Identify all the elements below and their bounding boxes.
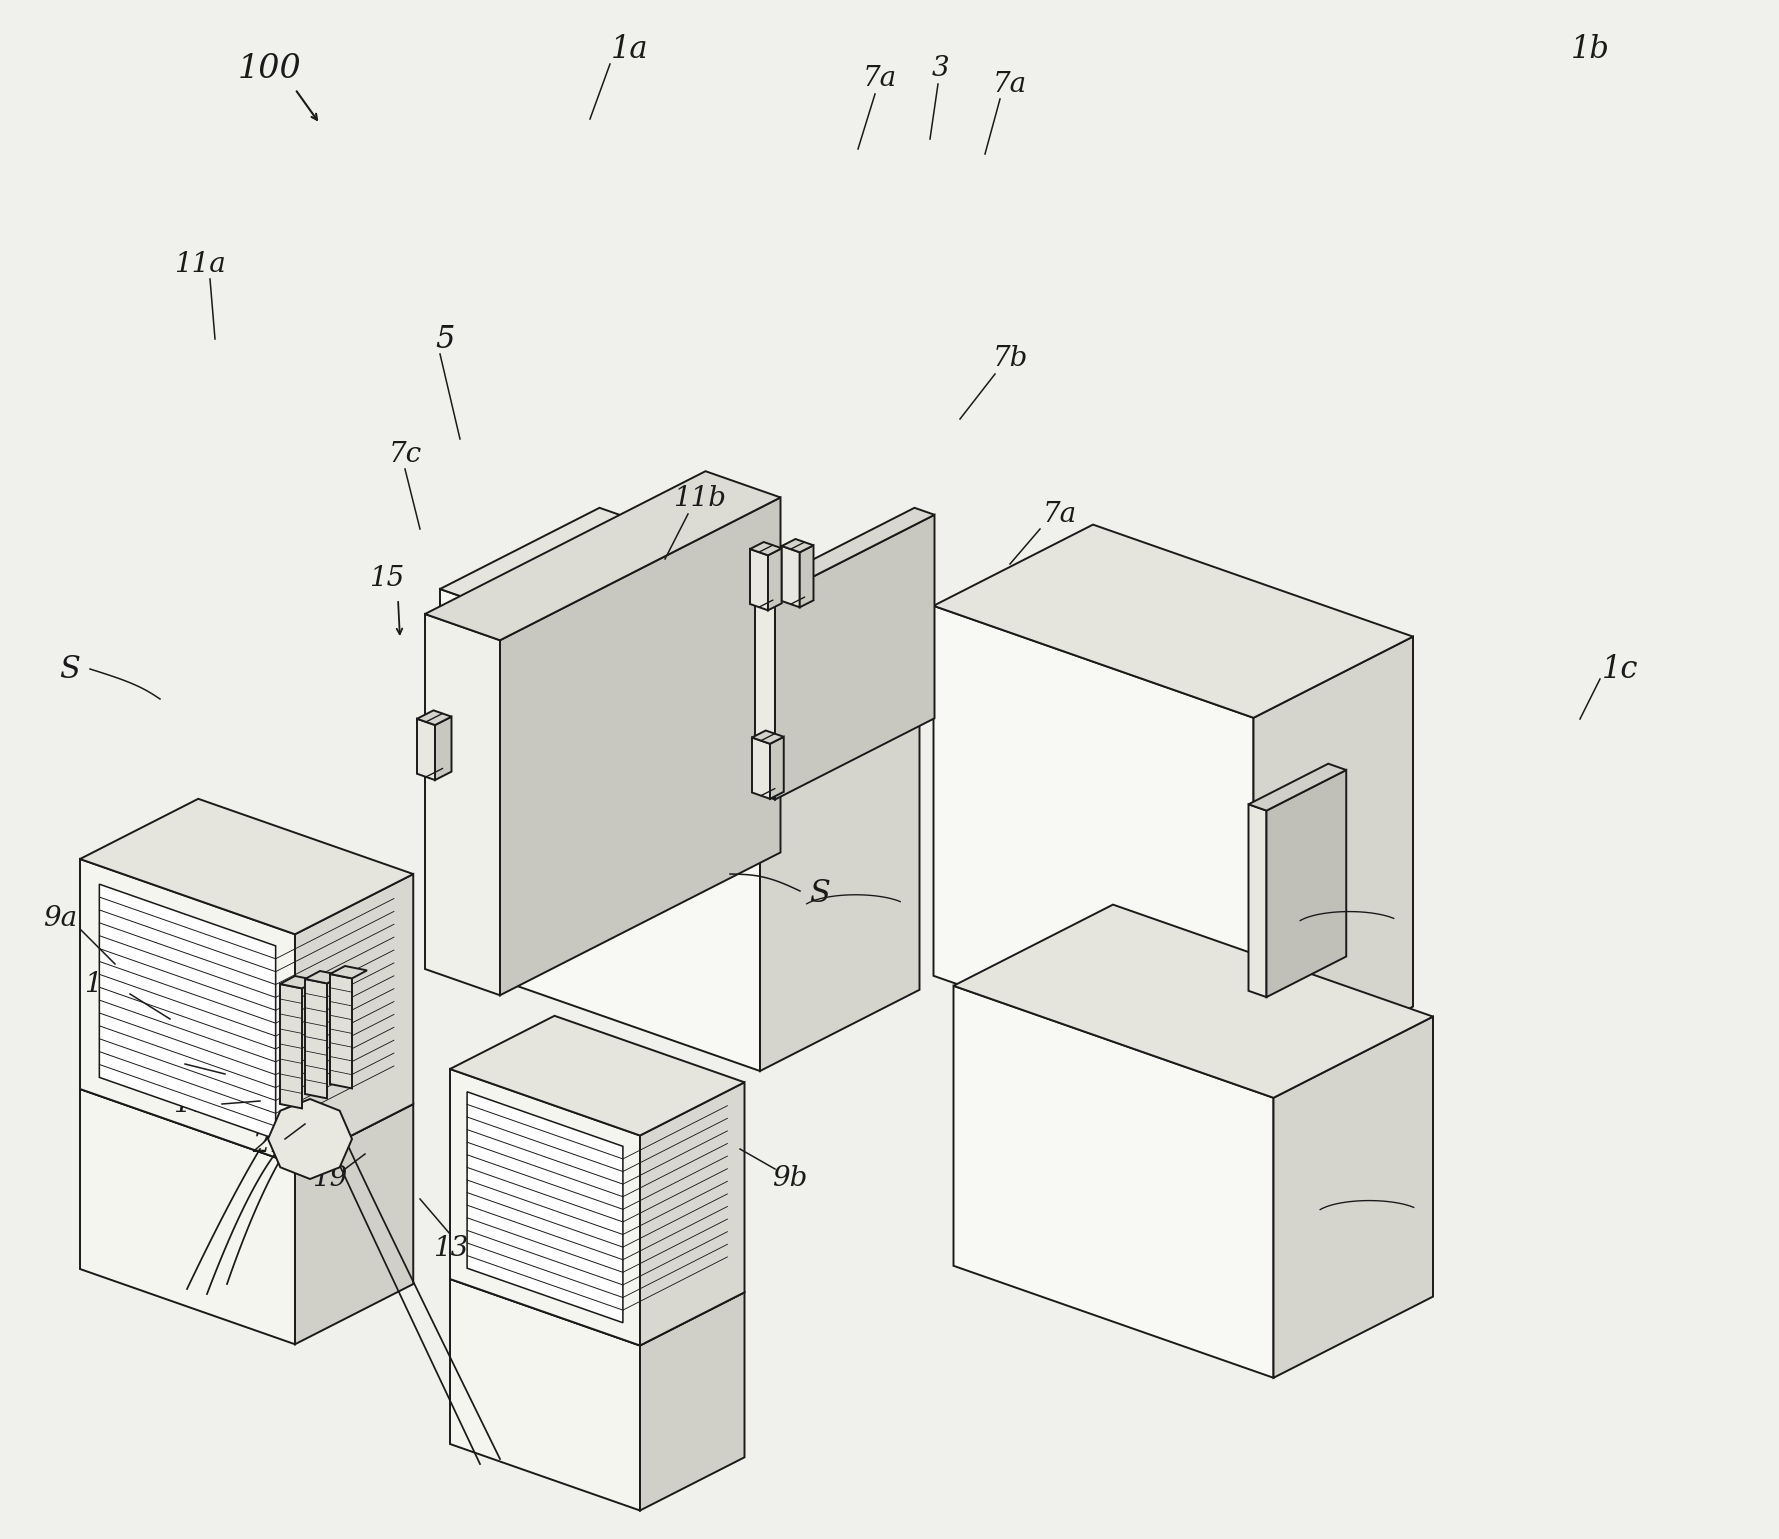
Polygon shape bbox=[1274, 1017, 1434, 1377]
Polygon shape bbox=[500, 497, 781, 996]
Text: 7a: 7a bbox=[1042, 500, 1076, 528]
Polygon shape bbox=[279, 976, 317, 988]
Polygon shape bbox=[416, 719, 436, 780]
Polygon shape bbox=[304, 979, 327, 1099]
Polygon shape bbox=[100, 885, 276, 1139]
Text: 9a: 9a bbox=[43, 905, 76, 933]
Text: 9b: 9b bbox=[772, 1165, 808, 1193]
Polygon shape bbox=[468, 1091, 623, 1322]
Text: 15: 15 bbox=[370, 565, 404, 593]
Polygon shape bbox=[954, 905, 1434, 1097]
Polygon shape bbox=[1249, 805, 1267, 997]
Polygon shape bbox=[329, 974, 352, 1088]
Polygon shape bbox=[450, 1225, 744, 1345]
Polygon shape bbox=[269, 1099, 352, 1179]
Text: 17a: 17a bbox=[139, 1045, 190, 1073]
Text: 3: 3 bbox=[930, 55, 948, 83]
Polygon shape bbox=[640, 1082, 744, 1345]
Polygon shape bbox=[751, 542, 781, 556]
Text: 1a: 1a bbox=[612, 34, 649, 65]
Text: 7c: 7c bbox=[388, 440, 422, 468]
Polygon shape bbox=[954, 986, 1274, 1377]
Polygon shape bbox=[416, 711, 452, 725]
Polygon shape bbox=[776, 516, 934, 799]
Polygon shape bbox=[304, 971, 342, 983]
Polygon shape bbox=[279, 983, 302, 1108]
Text: S: S bbox=[809, 879, 831, 910]
Polygon shape bbox=[753, 737, 770, 799]
Polygon shape bbox=[1249, 763, 1347, 811]
Polygon shape bbox=[640, 1293, 744, 1510]
Polygon shape bbox=[295, 874, 413, 1163]
Text: 17b: 17b bbox=[174, 1091, 226, 1117]
Text: 7a: 7a bbox=[993, 71, 1026, 97]
Text: 1c: 1c bbox=[1601, 654, 1638, 685]
Text: 13a: 13a bbox=[84, 971, 135, 997]
Text: 1b: 1b bbox=[1571, 34, 1610, 65]
Polygon shape bbox=[329, 966, 366, 979]
Polygon shape bbox=[754, 589, 776, 799]
Text: 100: 100 bbox=[238, 52, 302, 85]
Polygon shape bbox=[760, 620, 920, 1071]
Polygon shape bbox=[80, 799, 413, 934]
Polygon shape bbox=[450, 1070, 640, 1345]
Polygon shape bbox=[425, 471, 781, 640]
Text: 11a: 11a bbox=[174, 251, 226, 277]
Polygon shape bbox=[450, 1279, 640, 1510]
Text: 13b: 13b bbox=[434, 1236, 486, 1262]
Polygon shape bbox=[436, 717, 452, 780]
Polygon shape bbox=[1267, 770, 1347, 997]
Text: 5: 5 bbox=[436, 323, 455, 354]
Polygon shape bbox=[295, 1103, 413, 1344]
Polygon shape bbox=[80, 1090, 295, 1344]
Polygon shape bbox=[751, 549, 769, 611]
Polygon shape bbox=[425, 614, 500, 996]
Polygon shape bbox=[934, 606, 1254, 1088]
Polygon shape bbox=[781, 546, 801, 608]
Polygon shape bbox=[450, 1016, 744, 1136]
Polygon shape bbox=[80, 1028, 413, 1163]
Polygon shape bbox=[754, 508, 934, 596]
Polygon shape bbox=[80, 859, 295, 1163]
Polygon shape bbox=[439, 508, 920, 700]
Text: 7a: 7a bbox=[863, 66, 897, 92]
Text: 21: 21 bbox=[253, 1131, 288, 1157]
Polygon shape bbox=[801, 545, 813, 608]
Polygon shape bbox=[781, 539, 813, 553]
Polygon shape bbox=[934, 525, 1413, 717]
Polygon shape bbox=[1254, 637, 1413, 1088]
Text: 7b: 7b bbox=[993, 345, 1028, 372]
Text: 11b: 11b bbox=[674, 485, 726, 512]
Polygon shape bbox=[770, 737, 785, 799]
Text: S: S bbox=[59, 654, 80, 685]
Text: 19: 19 bbox=[313, 1165, 347, 1193]
Polygon shape bbox=[769, 548, 781, 611]
Polygon shape bbox=[439, 589, 760, 1071]
Polygon shape bbox=[753, 731, 785, 743]
